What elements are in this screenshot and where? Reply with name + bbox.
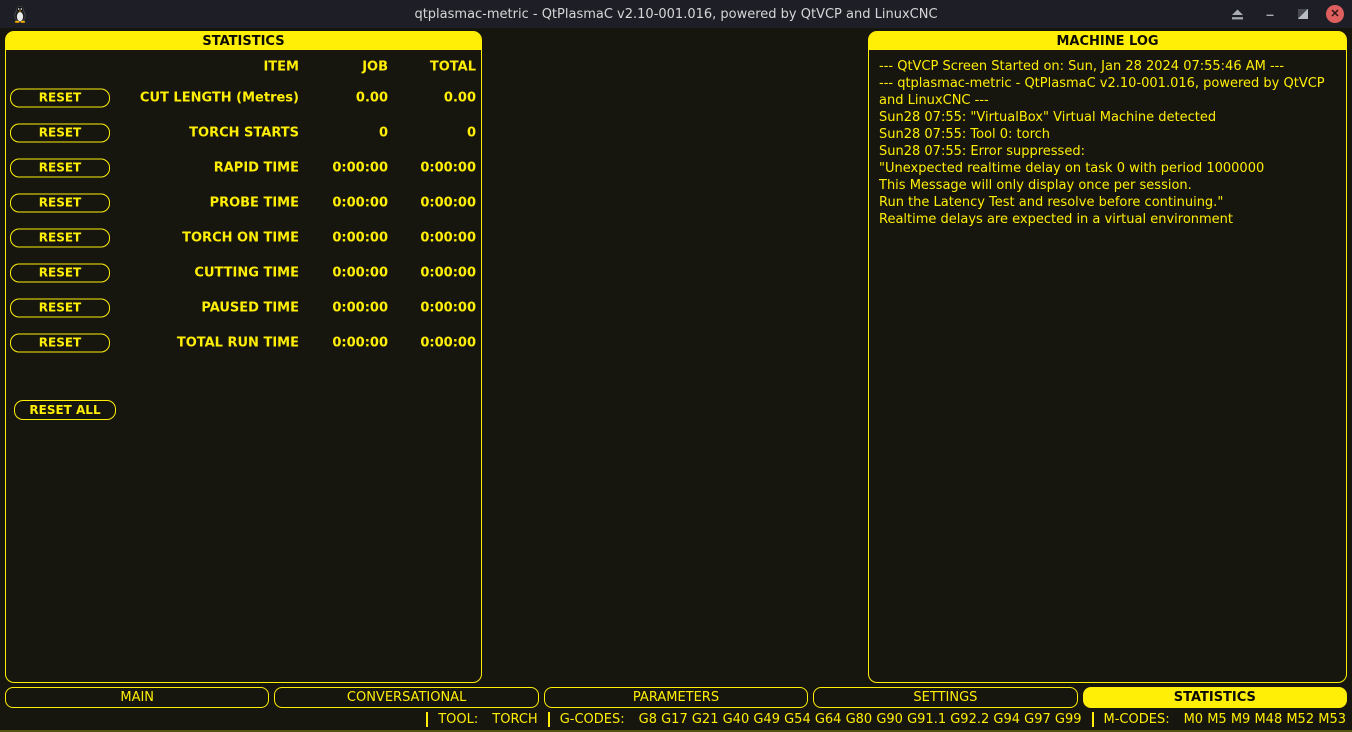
reset-button[interactable]: RESET: [10, 158, 110, 177]
log-line: Sun28 07:55: "VirtualBox" Virtual Machin…: [879, 110, 1217, 125]
log-line: --- QtVCP Screen Started on: Sun, Jan 28…: [879, 59, 1285, 74]
reset-button[interactable]: RESET: [10, 228, 110, 247]
reset-button[interactable]: RESET: [10, 123, 110, 142]
titlebar: qtplasmac-metric - QtPlasmaC v2.10-001.0…: [0, 0, 1352, 28]
stat-total-value: 0:00:00: [420, 300, 476, 315]
status-divider: [426, 712, 429, 727]
stat-total-value: 0:00:00: [420, 195, 476, 210]
stat-item-label: PAUSED TIME: [201, 300, 299, 315]
stats-row: RESET TOTAL RUN TIME 0:00:00 0:00:00: [6, 325, 481, 360]
mcodes-label: M-CODES:: [1103, 712, 1170, 727]
stat-job-value: 0:00:00: [332, 195, 388, 210]
column-header-total: TOTAL: [429, 59, 476, 75]
statistics-panel: STATISTICS ITEM JOB TOTAL RESET CUT LENG…: [5, 31, 482, 683]
tab-settings[interactable]: SETTINGS: [813, 687, 1078, 708]
tab-bar: MAIN CONVERSATIONAL PARAMETERS SETTINGS …: [5, 687, 1348, 708]
stat-job-value: 0:00:00: [332, 265, 388, 280]
log-line: Realtime delays are expected in a virtua…: [879, 212, 1234, 227]
minimize-button[interactable]: –: [1260, 4, 1280, 24]
stats-row: RESET TORCH STARTS 0 0: [6, 115, 481, 150]
stats-row: RESET PROBE TIME 0:00:00 0:00:00: [6, 185, 481, 220]
column-header-job: JOB: [362, 59, 388, 75]
reset-all-button[interactable]: RESET ALL: [14, 400, 116, 420]
close-icon: ✕: [1330, 7, 1340, 20]
log-lines[interactable]: --- QtVCP Screen Started on: Sun, Jan 28…: [869, 50, 1346, 674]
window-bottom-edge: [0, 730, 1352, 732]
gcodes-value: G8 G17 G21 G40 G49 G54 G64 G80 G90 G91.1…: [638, 712, 1082, 727]
stats-rows: RESET CUT LENGTH (Metres) 0.00 0.00 RESE…: [6, 80, 481, 360]
log-line: --- qtplasmac-metric - QtPlasmaC v2.10-0…: [879, 76, 1325, 91]
reset-button[interactable]: RESET: [10, 88, 110, 107]
stat-item-label: TOTAL RUN TIME: [176, 335, 299, 350]
tool-value: TORCH: [492, 712, 538, 727]
stat-total-value: 0: [466, 125, 476, 140]
stats-row: RESET RAPID TIME 0:00:00 0:00:00: [6, 150, 481, 185]
log-line: Run the Latency Test and resolve before …: [879, 195, 1224, 210]
stat-job-value: 0:00:00: [332, 335, 388, 350]
stat-item-label: TORCH STARTS: [189, 125, 299, 140]
close-button[interactable]: ✕: [1326, 5, 1344, 23]
stats-column-headers: ITEM JOB TOTAL: [6, 54, 481, 80]
stat-item-label: TORCH ON TIME: [182, 230, 299, 245]
stat-item-label: PROBE TIME: [209, 195, 299, 210]
column-header-item: ITEM: [263, 59, 299, 75]
log-line: This Message will only display once per …: [879, 178, 1192, 193]
statistics-panel-title: STATISTICS: [6, 32, 481, 50]
stat-total-value: 0:00:00: [420, 335, 476, 350]
stat-job-value: 0:00:00: [332, 230, 388, 245]
stat-total-value: 0.00: [443, 90, 476, 105]
eject-icon: [1231, 9, 1243, 19]
maximize-button[interactable]: [1293, 4, 1313, 24]
stat-item-label: RAPID TIME: [213, 160, 299, 175]
reset-button[interactable]: RESET: [10, 263, 110, 282]
log-line: Sun28 07:55: Tool 0: torch: [879, 127, 1051, 142]
gcodes-label: G-CODES:: [559, 712, 625, 727]
tab-conversational[interactable]: CONVERSATIONAL: [274, 687, 539, 708]
tool-label: TOOL:: [438, 712, 479, 727]
stat-item-label: CUT LENGTH (Metres): [139, 90, 299, 105]
linuxcnc-penguin-icon: [12, 5, 28, 23]
tab-parameters[interactable]: PARAMETERS: [543, 687, 809, 708]
stat-job-value: 0:00:00: [332, 300, 388, 315]
machine-log-panel: MACHINE LOG --- QtVCP Screen Started on:…: [868, 31, 1347, 683]
log-line: and LinuxCNC ---: [879, 93, 989, 108]
maximize-icon: [1298, 9, 1308, 19]
reset-button[interactable]: RESET: [10, 333, 110, 352]
tab-statistics[interactable]: STATISTICS: [1082, 687, 1348, 708]
status-divider: [547, 712, 550, 727]
status-divider: [1091, 712, 1094, 727]
window-title: qtplasmac-metric - QtPlasmaC v2.10-001.0…: [414, 6, 938, 22]
stat-job-value: 0.00: [355, 90, 388, 105]
stat-total-value: 0:00:00: [420, 160, 476, 175]
minimize-icon: –: [1266, 6, 1274, 22]
status-bar: TOOL: TORCH G-CODES: G8 G17 G21 G40 G49 …: [0, 709, 1352, 730]
window-controls: – ✕: [1227, 0, 1344, 28]
tab-main[interactable]: MAIN: [5, 687, 270, 708]
stat-item-label: CUTTING TIME: [194, 265, 299, 280]
stats-row: RESET CUTTING TIME 0:00:00 0:00:00: [6, 255, 481, 290]
reset-button[interactable]: RESET: [10, 193, 110, 212]
machine-log-title: MACHINE LOG: [869, 32, 1346, 50]
stat-job-value: 0: [378, 125, 388, 140]
stat-job-value: 0:00:00: [332, 160, 388, 175]
stats-row: RESET PAUSED TIME 0:00:00 0:00:00: [6, 290, 481, 325]
mcodes-value: M0 M5 M9 M48 M52 M53: [1183, 712, 1346, 727]
stat-total-value: 0:00:00: [420, 230, 476, 245]
stats-row: RESET CUT LENGTH (Metres) 0.00 0.00: [6, 80, 481, 115]
log-line: "Unexpected realtime delay on task 0 wit…: [879, 161, 1265, 176]
stats-row: RESET TORCH ON TIME 0:00:00 0:00:00: [6, 220, 481, 255]
reset-button[interactable]: RESET: [10, 298, 110, 317]
log-line: Sun28 07:55: Error suppressed:: [879, 144, 1085, 159]
shade-button[interactable]: [1227, 4, 1247, 24]
stat-total-value: 0:00:00: [420, 265, 476, 280]
